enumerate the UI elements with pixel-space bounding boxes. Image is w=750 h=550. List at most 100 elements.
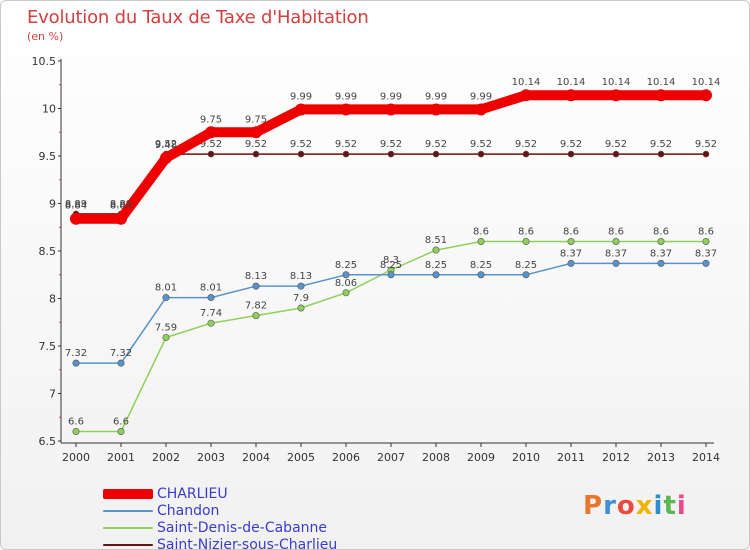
data-label-saint-denis-de-cabanne: 7.74	[200, 308, 222, 319]
data-point-chandon	[702, 259, 710, 267]
logo-letter: x	[635, 491, 654, 521]
data-point-saint-denis-de-cabanne	[72, 427, 80, 435]
legend-item: Saint-Denis-de-Cabanne	[103, 519, 337, 536]
data-point-chandon	[522, 271, 530, 279]
data-label-saint-nizier-sous-charlieu: 8.89	[65, 199, 87, 210]
data-point-saint-denis-de-cabanne	[702, 238, 710, 246]
data-point-saint-nizier-sous-charlieu	[522, 150, 530, 158]
data-point-saint-denis-de-cabanne	[477, 238, 485, 246]
data-point-saint-nizier-sous-charlieu	[432, 150, 440, 158]
data-label-charlieu: 9.99	[380, 91, 402, 102]
legend-label: CHARLIEU	[157, 485, 228, 502]
data-label-chandon: 8.37	[695, 248, 717, 259]
logo-letter: r	[603, 491, 617, 521]
data-point-chandon	[297, 282, 305, 290]
x-tick-label: 2002	[152, 451, 180, 464]
legend-swatch	[103, 488, 153, 499]
data-point-saint-denis-de-cabanne	[207, 319, 215, 327]
data-point-charlieu	[205, 126, 217, 139]
data-label-saint-nizier-sous-charlieu: 9.52	[605, 139, 627, 150]
legend-label: Chandon	[157, 502, 220, 519]
data-label-charlieu: 9.99	[335, 91, 357, 102]
data-point-charlieu	[385, 103, 397, 116]
data-point-charlieu	[160, 151, 172, 164]
data-point-saint-nizier-sous-charlieu	[567, 150, 575, 158]
y-tick-label: 6.5	[39, 435, 57, 448]
data-point-saint-nizier-sous-charlieu	[612, 150, 620, 158]
x-tick-label: 2005	[287, 451, 315, 464]
data-label-saint-denis-de-cabanne: 8.6	[518, 227, 534, 238]
data-label-charlieu: 10.14	[602, 77, 631, 88]
data-point-saint-denis-de-cabanne	[162, 333, 170, 341]
data-label-chandon: 8.25	[335, 260, 357, 271]
data-point-saint-denis-de-cabanne	[432, 246, 440, 254]
series-line-saint-nizier-sous-charlieu	[75, 153, 707, 215]
data-point-chandon	[72, 359, 80, 367]
data-label-saint-denis-de-cabanne: 8.51	[425, 235, 447, 246]
data-label-saint-denis-de-cabanne: 6.6	[68, 417, 84, 428]
data-label-chandon: 8.25	[425, 260, 447, 271]
data-point-charlieu	[520, 89, 532, 102]
data-label-saint-denis-de-cabanne: 8.6	[473, 227, 489, 238]
legend-item: Chandon	[103, 502, 337, 519]
data-label-charlieu: 8.84	[65, 201, 87, 212]
data-point-chandon	[162, 294, 170, 302]
data-label-saint-denis-de-cabanne: 8.6	[608, 227, 624, 238]
data-point-saint-nizier-sous-charlieu	[297, 150, 305, 158]
x-tick-label: 2008	[422, 451, 450, 464]
data-label-saint-denis-de-cabanne: 8.3	[383, 255, 399, 266]
data-point-saint-nizier-sous-charlieu	[207, 150, 215, 158]
data-label-saint-nizier-sous-charlieu: 8.89	[110, 199, 132, 210]
logo-letter: o	[616, 491, 636, 521]
data-point-chandon	[657, 259, 665, 267]
legend-item: CHARLIEU	[103, 485, 337, 502]
data-label-saint-denis-de-cabanne: 8.6	[563, 227, 579, 238]
data-point-chandon	[252, 282, 260, 290]
x-tick-label: 2007	[377, 451, 405, 464]
data-label-chandon: 7.32	[110, 348, 132, 359]
data-label-chandon: 8.25	[380, 260, 402, 271]
data-label-charlieu: 8.84	[110, 201, 132, 212]
data-point-chandon	[342, 271, 350, 279]
x-tick-label: 2004	[242, 451, 270, 464]
data-label-chandon: 8.37	[560, 248, 582, 259]
data-label-chandon: 8.25	[470, 260, 492, 271]
data-label-chandon: 8.13	[290, 271, 312, 282]
data-label-chandon: 8.37	[650, 248, 672, 259]
data-label-saint-nizier-sous-charlieu: 9.52	[470, 139, 492, 150]
x-tick-label: 2006	[332, 451, 360, 464]
y-tick-label: 10	[42, 103, 56, 116]
data-point-saint-nizier-sous-charlieu	[477, 150, 485, 158]
x-tick-label: 2014	[692, 451, 720, 464]
data-point-saint-denis-de-cabanne	[612, 238, 620, 246]
data-point-chandon	[612, 259, 620, 267]
data-point-chandon	[477, 271, 485, 279]
data-label-saint-nizier-sous-charlieu: 9.52	[560, 139, 582, 150]
data-label-chandon: 7.32	[65, 348, 87, 359]
data-point-charlieu	[250, 126, 262, 139]
data-point-charlieu	[565, 89, 577, 102]
data-point-charlieu	[70, 212, 82, 225]
data-point-charlieu	[655, 89, 667, 102]
data-point-charlieu	[295, 103, 307, 116]
data-label-saint-nizier-sous-charlieu: 9.52	[515, 139, 537, 150]
data-label-saint-nizier-sous-charlieu: 9.52	[200, 139, 222, 150]
data-point-charlieu	[610, 89, 622, 102]
data-label-charlieu: 10.14	[692, 77, 721, 88]
data-label-charlieu: 9.99	[425, 91, 447, 102]
data-point-saint-denis-de-cabanne	[567, 238, 575, 246]
legend-swatch	[103, 509, 153, 512]
data-label-saint-nizier-sous-charlieu: 9.52	[335, 139, 357, 150]
data-label-charlieu: 9.48	[155, 140, 177, 151]
data-label-charlieu: 10.14	[512, 77, 541, 88]
proxiti-logo: Proxiti	[583, 491, 687, 521]
data-point-saint-nizier-sous-charlieu	[657, 150, 665, 158]
y-tick-label: 9	[49, 198, 56, 211]
data-label-charlieu: 10.14	[647, 77, 676, 88]
legend-swatch	[103, 543, 153, 546]
data-point-charlieu	[700, 89, 712, 102]
y-axis-unit: (en %)	[27, 30, 64, 43]
data-label-saint-nizier-sous-charlieu: 9.52	[695, 139, 717, 150]
data-label-chandon: 8.37	[605, 248, 627, 259]
